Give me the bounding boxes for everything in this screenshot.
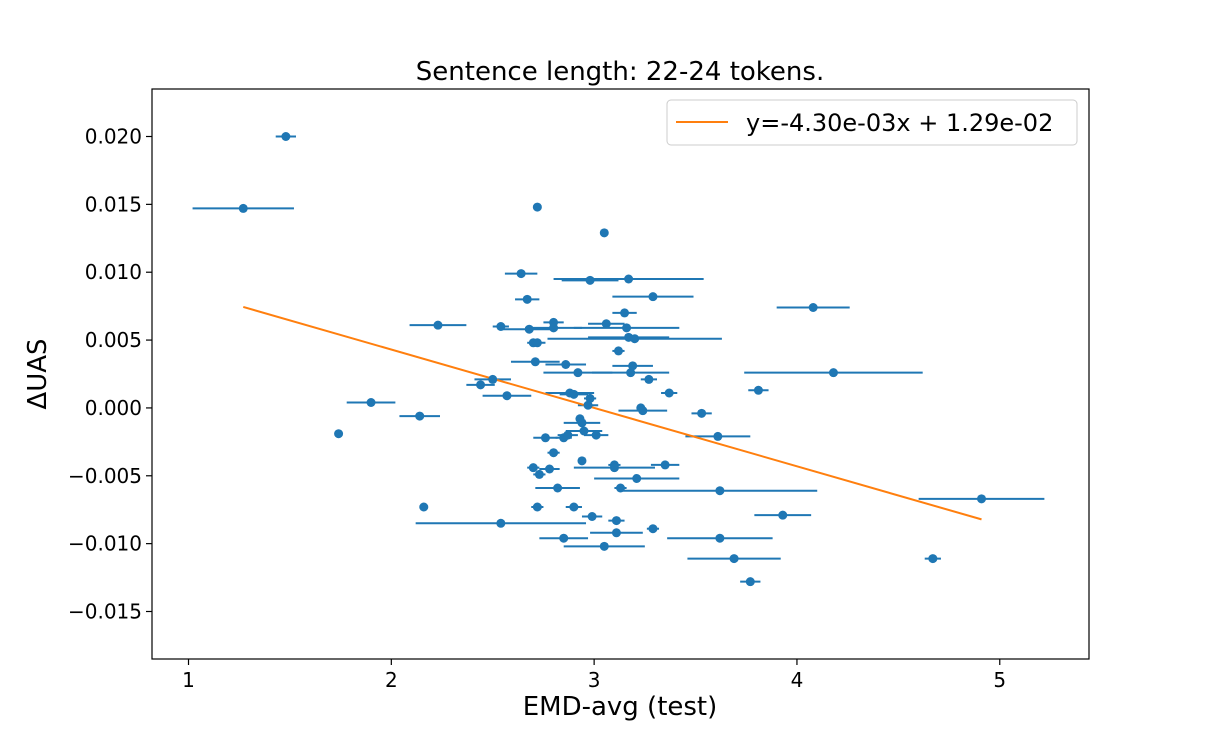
data-point: [281, 132, 291, 141]
data-point: [599, 228, 609, 238]
data-point: [613, 346, 623, 356]
y-tick-label: −0.010: [68, 532, 142, 556]
data-point: [532, 338, 542, 348]
data-point: [828, 368, 838, 378]
data-point: [644, 374, 654, 384]
y-tick-label: 0.010: [85, 260, 142, 284]
data-point: [366, 398, 376, 407]
data-point: [628, 361, 638, 371]
x-tick-label: 4: [791, 668, 804, 692]
x-tick-label: 2: [385, 668, 398, 692]
data-point: [496, 322, 506, 331]
data-point: [524, 324, 534, 334]
x-axis-label: EMD-avg (test): [523, 692, 718, 722]
y-tick-label: 0.000: [85, 396, 142, 420]
data-point: [638, 406, 648, 416]
data-point: [334, 429, 344, 439]
data-point: [563, 430, 573, 440]
data-point: [579, 426, 589, 436]
data-point: [559, 533, 569, 543]
plot-area: [192, 132, 1045, 587]
data-point: [502, 391, 512, 401]
legend-fit-label: y=-4.30e-03x + 1.29e-02: [746, 109, 1053, 137]
data-point: [577, 418, 587, 428]
data-point: [577, 456, 587, 466]
data-point: [583, 400, 593, 410]
legend: y=-4.30e-03x + 1.29e-02: [666, 99, 1078, 146]
data-point: [601, 319, 611, 329]
data-point: [496, 518, 506, 528]
y-tick-label: −0.005: [68, 464, 142, 488]
data-point: [516, 269, 526, 279]
data-point: [540, 433, 550, 443]
x-axis: 1 2 3 4 5: [182, 659, 1006, 692]
data-point: [585, 393, 595, 403]
data-point: [745, 577, 755, 587]
y-tick-label: 0.005: [85, 328, 142, 352]
data-point: [648, 292, 658, 302]
data-point: [778, 510, 788, 520]
data-point: [488, 374, 498, 384]
x-tick-label: 3: [588, 668, 601, 692]
data-point: [753, 385, 763, 395]
data-point: [587, 512, 597, 521]
data-point: [928, 554, 938, 564]
data-point: [630, 334, 640, 344]
y-tick-label: 0.020: [85, 125, 142, 149]
data-point: [433, 320, 443, 330]
data-point: [808, 303, 818, 312]
data-point: [569, 502, 579, 512]
data-point: [624, 274, 634, 284]
data-point: [977, 494, 987, 504]
data-point: [238, 203, 248, 213]
y-tick-label: −0.015: [68, 600, 142, 624]
plot-frame: [151, 88, 1090, 660]
data-point: [729, 554, 739, 564]
data-point: [415, 411, 425, 421]
data-point: [553, 483, 563, 493]
x-tick-label: 1: [182, 668, 195, 692]
data-point: [561, 360, 571, 369]
legend-box: [666, 99, 1078, 146]
data-point: [648, 524, 658, 534]
y-tick-label: 0.015: [85, 192, 142, 216]
chart-title: Sentence length: 22-24 tokens.: [416, 57, 824, 87]
data-point: [522, 294, 532, 304]
data-point: [715, 533, 725, 543]
data-point: [591, 430, 601, 440]
data-point: [660, 460, 670, 470]
data-point: [632, 474, 642, 483]
data-point: [713, 431, 723, 441]
data-point: [549, 323, 559, 333]
data-point: [609, 463, 619, 473]
data-point: [476, 380, 486, 390]
data-point: [715, 486, 725, 496]
data-point: [599, 541, 609, 551]
fit-line: [242, 306, 982, 521]
data-point: [532, 202, 542, 212]
data-point: [528, 463, 538, 473]
data-point: [620, 308, 630, 318]
data-point: [532, 502, 542, 512]
data-point: [664, 388, 674, 398]
data-point: [626, 368, 636, 378]
data-point: [419, 502, 429, 512]
y-axis: −0.015 −0.010 −0.005 0.000 0.005 0.010 0.015 0.…: [68, 125, 152, 624]
data-point: [697, 408, 707, 418]
data-point: [549, 448, 559, 458]
data-point: [569, 389, 579, 399]
data-point: [622, 323, 632, 333]
data-point: [534, 469, 544, 479]
data-point: [611, 528, 621, 538]
data-point: [530, 357, 540, 367]
data-point: [616, 483, 625, 493]
data-point: [573, 368, 583, 378]
y-axis-label: ΔUAS: [23, 338, 53, 409]
data-point: [545, 464, 555, 474]
data-point: [611, 516, 621, 526]
x-tick-label: 5: [993, 668, 1006, 692]
data-point: [585, 275, 595, 285]
